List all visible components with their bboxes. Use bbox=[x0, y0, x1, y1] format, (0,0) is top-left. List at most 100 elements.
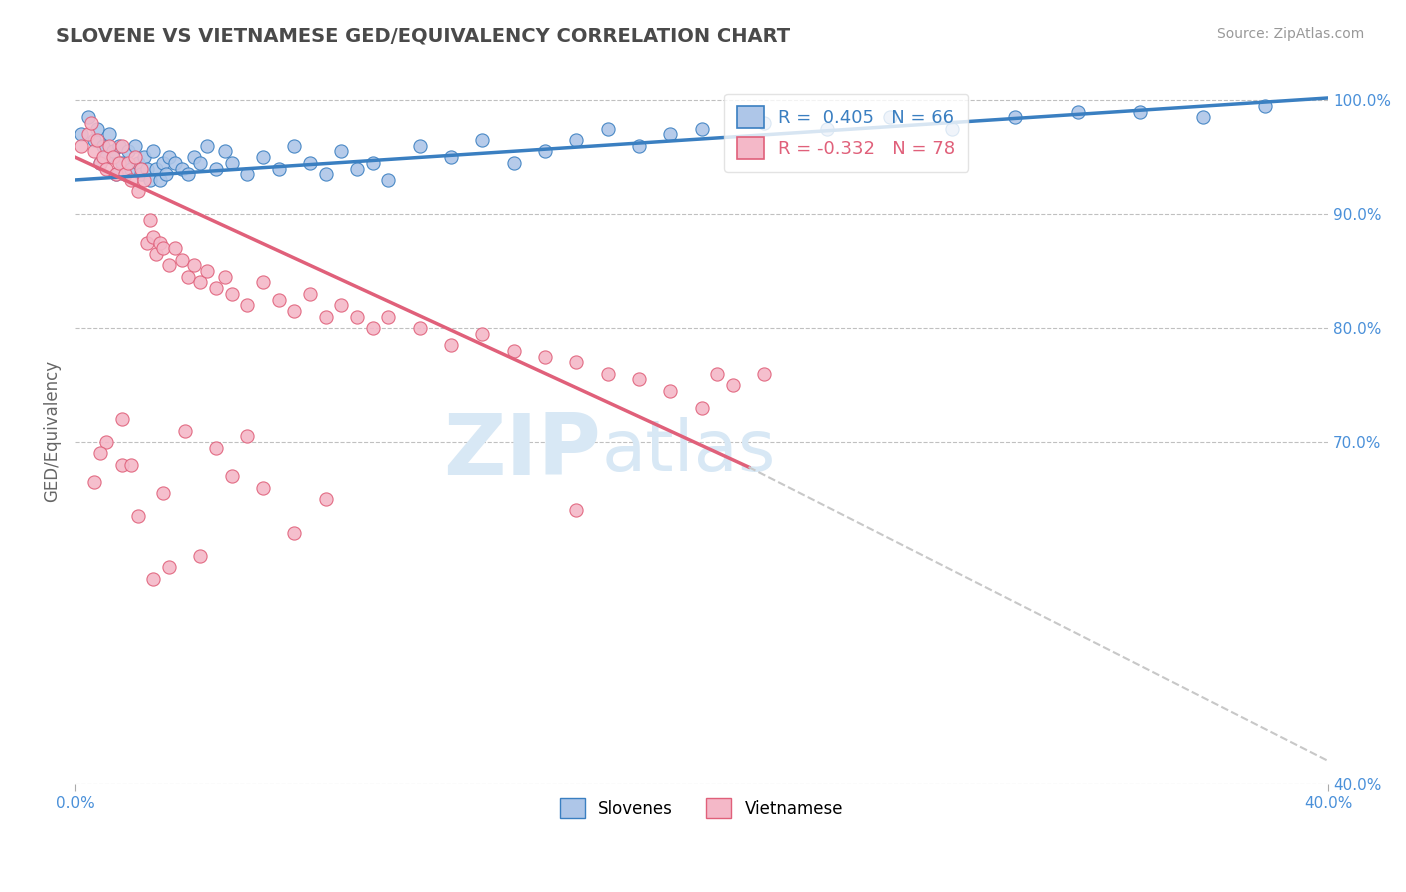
Point bbox=[127, 156, 149, 170]
Point bbox=[111, 138, 134, 153]
Point bbox=[361, 321, 384, 335]
Point bbox=[188, 276, 211, 290]
Point bbox=[283, 526, 305, 541]
Point bbox=[298, 286, 321, 301]
Point bbox=[471, 326, 494, 341]
Point bbox=[104, 167, 127, 181]
Point bbox=[502, 343, 524, 358]
Point bbox=[120, 161, 142, 176]
Point bbox=[408, 138, 430, 153]
Point bbox=[142, 230, 165, 244]
Point bbox=[152, 241, 174, 255]
Point bbox=[165, 156, 187, 170]
Point bbox=[183, 150, 205, 164]
Point bbox=[170, 252, 193, 267]
Point bbox=[114, 167, 136, 181]
Point bbox=[127, 509, 149, 524]
Point bbox=[177, 269, 200, 284]
Point bbox=[298, 156, 321, 170]
Point bbox=[129, 167, 152, 181]
Point bbox=[565, 355, 588, 369]
Point bbox=[142, 145, 165, 159]
Point bbox=[139, 173, 162, 187]
Point bbox=[86, 133, 108, 147]
Point bbox=[690, 401, 713, 415]
Point bbox=[76, 111, 98, 125]
Point bbox=[98, 128, 121, 142]
Point bbox=[1254, 99, 1277, 113]
Point bbox=[142, 572, 165, 586]
Point bbox=[195, 264, 218, 278]
Point bbox=[79, 116, 101, 130]
Point bbox=[149, 235, 172, 250]
Point bbox=[149, 173, 172, 187]
Point bbox=[89, 156, 111, 170]
Point bbox=[136, 235, 159, 250]
Point bbox=[440, 338, 463, 352]
Point bbox=[132, 150, 155, 164]
Point bbox=[177, 167, 200, 181]
Point bbox=[1066, 104, 1088, 119]
Point bbox=[221, 156, 243, 170]
Point bbox=[127, 185, 149, 199]
Point bbox=[236, 298, 259, 312]
Point bbox=[534, 145, 557, 159]
Point bbox=[145, 161, 167, 176]
Point bbox=[108, 138, 131, 153]
Point bbox=[111, 156, 134, 170]
Text: SLOVENE VS VIETNAMESE GED/EQUIVALENCY CORRELATION CHART: SLOVENE VS VIETNAMESE GED/EQUIVALENCY CO… bbox=[56, 27, 790, 45]
Point bbox=[267, 161, 290, 176]
Point bbox=[188, 549, 211, 563]
Point bbox=[659, 384, 682, 398]
Point bbox=[214, 269, 236, 284]
Point bbox=[124, 150, 146, 164]
Point bbox=[941, 121, 963, 136]
Point bbox=[205, 281, 228, 295]
Point bbox=[117, 145, 139, 159]
Point bbox=[236, 429, 259, 443]
Point bbox=[221, 469, 243, 483]
Point bbox=[104, 167, 127, 181]
Point bbox=[195, 138, 218, 153]
Point bbox=[283, 304, 305, 318]
Text: ZIP: ZIP bbox=[443, 410, 602, 493]
Text: Source: ZipAtlas.com: Source: ZipAtlas.com bbox=[1216, 27, 1364, 41]
Point bbox=[83, 145, 105, 159]
Point bbox=[330, 145, 353, 159]
Point bbox=[330, 298, 353, 312]
Point bbox=[502, 156, 524, 170]
Point bbox=[91, 150, 114, 164]
Point bbox=[1004, 111, 1026, 125]
Point bbox=[120, 173, 142, 187]
Point bbox=[124, 138, 146, 153]
Point bbox=[155, 167, 177, 181]
Point bbox=[89, 446, 111, 460]
Point bbox=[89, 156, 111, 170]
Point bbox=[690, 121, 713, 136]
Point bbox=[267, 293, 290, 307]
Point bbox=[183, 259, 205, 273]
Point bbox=[101, 145, 124, 159]
Point bbox=[157, 259, 180, 273]
Y-axis label: GED/Equivalency: GED/Equivalency bbox=[44, 359, 60, 501]
Point bbox=[91, 138, 114, 153]
Point bbox=[315, 491, 337, 506]
Point bbox=[139, 212, 162, 227]
Legend: Slovenes, Vietnamese: Slovenes, Vietnamese bbox=[553, 791, 851, 825]
Point bbox=[205, 441, 228, 455]
Point bbox=[83, 475, 105, 489]
Point bbox=[188, 156, 211, 170]
Point bbox=[627, 372, 650, 386]
Point bbox=[129, 161, 152, 176]
Point bbox=[157, 150, 180, 164]
Point bbox=[754, 116, 776, 130]
Point bbox=[152, 156, 174, 170]
Point bbox=[117, 156, 139, 170]
Point bbox=[114, 167, 136, 181]
Point bbox=[170, 161, 193, 176]
Point bbox=[377, 310, 399, 324]
Point bbox=[111, 412, 134, 426]
Point bbox=[596, 367, 619, 381]
Point bbox=[283, 138, 305, 153]
Point bbox=[86, 121, 108, 136]
